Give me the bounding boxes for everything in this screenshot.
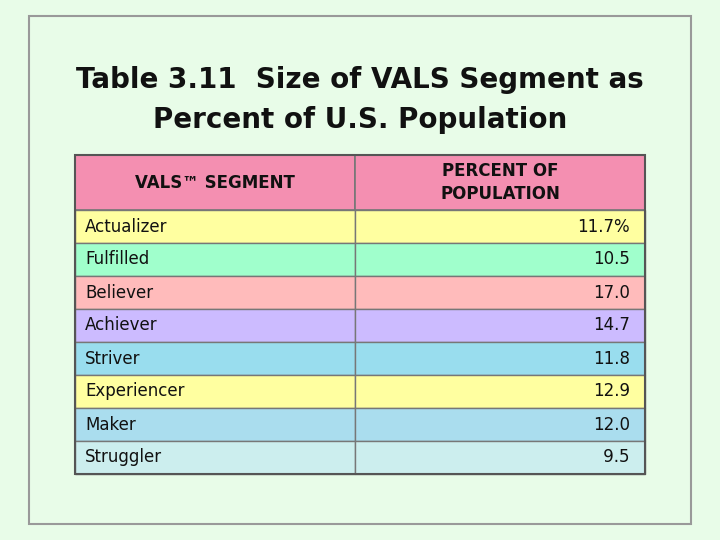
Text: Fulfilled: Fulfilled: [85, 251, 149, 268]
Bar: [355, 155, 645, 210]
Bar: [75, 375, 355, 408]
Text: Table 3.11  Size of VALS Segment as: Table 3.11 Size of VALS Segment as: [76, 66, 644, 94]
Bar: [75, 441, 355, 474]
Text: Experiencer: Experiencer: [85, 382, 184, 401]
Text: Believer: Believer: [85, 284, 153, 301]
Bar: [355, 210, 645, 243]
Bar: [75, 155, 645, 474]
Text: 12.9: 12.9: [593, 382, 630, 401]
Bar: [75, 309, 355, 342]
Text: VALS™ SEGMENT: VALS™ SEGMENT: [135, 173, 295, 192]
Bar: [355, 342, 645, 375]
Text: 11.7%: 11.7%: [577, 218, 630, 235]
Bar: [355, 375, 645, 408]
Bar: [355, 408, 645, 441]
Text: Maker: Maker: [85, 415, 136, 434]
Bar: [75, 408, 355, 441]
Text: Achiever: Achiever: [85, 316, 158, 334]
Bar: [355, 243, 645, 276]
Bar: [355, 309, 645, 342]
Text: 17.0: 17.0: [593, 284, 630, 301]
Text: Striver: Striver: [85, 349, 140, 368]
Bar: [75, 155, 355, 210]
Text: 12.0: 12.0: [593, 415, 630, 434]
Text: 14.7: 14.7: [593, 316, 630, 334]
Text: Actualizer: Actualizer: [85, 218, 168, 235]
Bar: [75, 342, 355, 375]
Text: 10.5: 10.5: [593, 251, 630, 268]
Bar: [355, 441, 645, 474]
Text: 9.5: 9.5: [598, 449, 630, 467]
Text: Percent of U.S. Population: Percent of U.S. Population: [153, 106, 567, 134]
Bar: [75, 276, 355, 309]
Bar: [75, 243, 355, 276]
Text: 11.8: 11.8: [593, 349, 630, 368]
Text: Struggler: Struggler: [85, 449, 162, 467]
Bar: [75, 210, 355, 243]
Bar: [355, 276, 645, 309]
Text: PERCENT OF
POPULATION: PERCENT OF POPULATION: [440, 161, 560, 203]
